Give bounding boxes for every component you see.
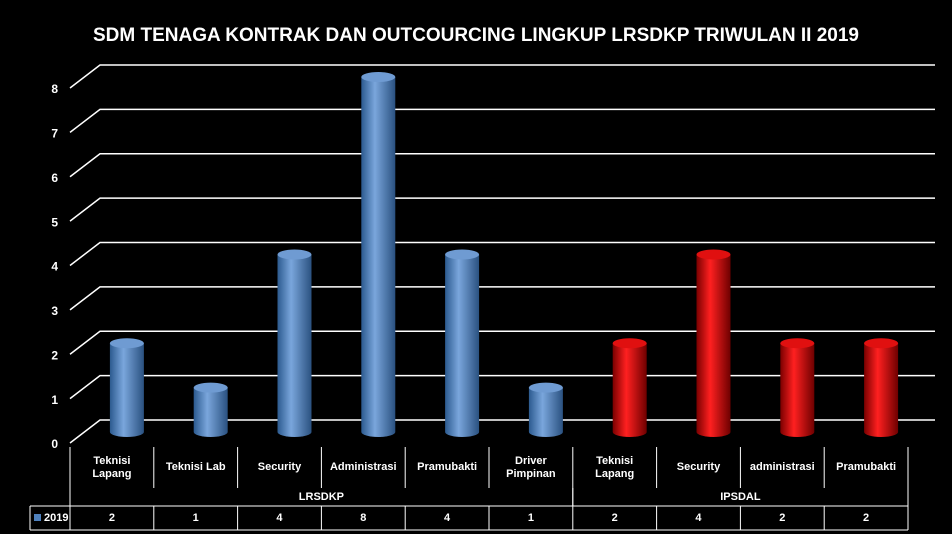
grid-line <box>69 330 935 355</box>
grid-line <box>69 374 935 400</box>
group-label: IPSDAL <box>720 490 761 503</box>
data-table-value: 2 <box>779 511 786 524</box>
legend-swatch <box>34 514 41 521</box>
data-table-value: 2 <box>863 511 870 524</box>
data-table-value: 1 <box>527 511 534 524</box>
x-tick-label: administrasi <box>749 461 815 473</box>
bar-top <box>193 382 228 393</box>
x-tick-label: Pramubakti <box>836 461 897 473</box>
bar <box>193 387 228 437</box>
data-table-value: 4 <box>444 511 451 524</box>
bar-top <box>277 249 312 260</box>
bar-top <box>780 338 815 349</box>
grid-line <box>69 241 935 267</box>
bar-top <box>528 382 563 393</box>
bar <box>864 343 899 437</box>
x-tick-label: Teknisi Lapang <box>92 454 132 480</box>
bar <box>612 343 647 437</box>
y-tick-label: 5 <box>51 215 58 229</box>
bar <box>277 254 312 437</box>
data-table-value: 4 <box>695 511 702 524</box>
y-tick-label: 7 <box>51 127 58 141</box>
bar <box>696 254 731 437</box>
bar <box>109 343 144 437</box>
x-tick-label: Security <box>676 461 721 473</box>
y-tick-label: 3 <box>51 304 58 318</box>
grid-line <box>69 153 935 178</box>
x-tick-label: Teknisi Lapang <box>595 454 635 480</box>
bar-top <box>361 72 396 82</box>
y-tick-label: 0 <box>51 437 58 451</box>
chart-title: SDM TENAGA KONTRAK DAN OUTCOURCING LINGK… <box>93 25 859 46</box>
bar <box>445 254 480 437</box>
data-table-value: 2 <box>108 511 115 524</box>
group-label: LRSDKP <box>298 490 345 503</box>
bar <box>528 387 563 437</box>
grid-line <box>69 286 935 311</box>
x-tick-label: Teknisi Lab <box>165 461 226 473</box>
grid-line <box>69 64 935 89</box>
bar-top <box>109 338 144 349</box>
grid-line <box>69 419 935 444</box>
y-tick-label: 4 <box>51 260 58 274</box>
bar <box>361 77 396 437</box>
y-tick-label: 6 <box>51 171 58 185</box>
y-tick-label: 8 <box>51 82 58 96</box>
bar-top <box>445 249 480 260</box>
grid-line <box>69 108 935 133</box>
x-tick-label: Driver Pimpinan <box>506 454 556 480</box>
y-tick-label: 2 <box>51 348 58 362</box>
bar-top <box>612 338 647 349</box>
data-table-value: 4 <box>276 511 283 524</box>
bar-top <box>864 338 899 349</box>
x-tick-label: Pramubakti <box>417 461 478 473</box>
x-tick-label: Administrasi <box>329 461 397 473</box>
data-table-value: 2 <box>611 511 618 524</box>
bar <box>780 343 815 437</box>
x-tick-label: Security <box>257 461 302 473</box>
data-table-value: 1 <box>192 511 199 524</box>
legend-label: 2019 <box>44 512 68 524</box>
bar-top <box>696 249 731 260</box>
data-table-value: 8 <box>360 511 367 524</box>
y-tick-label: 1 <box>51 393 58 407</box>
grid-line <box>69 197 935 222</box>
